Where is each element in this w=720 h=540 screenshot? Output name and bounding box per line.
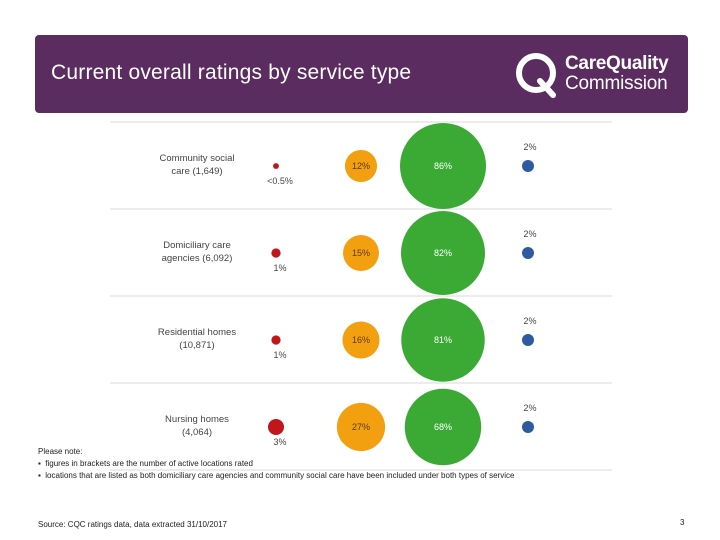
row-label-line1: Nursing homes [165, 414, 229, 425]
source-note: Source: CQC ratings data, data extracted… [38, 520, 228, 529]
bullet-icon: ▪ [38, 459, 46, 468]
bubble-inadequate [271, 248, 281, 258]
bubble-good [401, 211, 485, 295]
cqc-logo: CareQuality Commission [513, 49, 683, 101]
data-label-outstanding: 2% [523, 316, 536, 326]
logo-text-line1: CareQuality [565, 53, 669, 74]
data-label-requires-improvement: 16% [352, 335, 370, 345]
logo-text-line2: Commission [565, 73, 668, 94]
row-label-line1: Community social [160, 153, 235, 164]
bubble-requires-improvement [342, 321, 380, 359]
bubble-requires-improvement [344, 149, 378, 183]
data-label-good: 82% [434, 248, 452, 258]
bubble-good [400, 123, 486, 209]
bubble-inadequate [273, 163, 279, 169]
notes-block: Please note: ▪ figures in brackets are t… [38, 446, 514, 482]
bubble-outstanding [522, 160, 534, 172]
page-title: Current overall ratings by service type [51, 61, 412, 84]
data-label-good: 81% [434, 335, 452, 345]
data-label-requires-improvement: 15% [352, 248, 370, 258]
bubble-good [404, 388, 482, 466]
data-label-outstanding: 2% [523, 142, 536, 152]
notes-heading: Please note: [38, 447, 83, 456]
data-label-inadequate: <0.5% [267, 176, 293, 186]
note-item: ▪ figures in brackets are the number of … [38, 458, 514, 470]
bubble-inadequate [267, 418, 285, 436]
bubble-inadequate [271, 335, 281, 345]
data-label-inadequate: 1% [273, 263, 286, 273]
note-text: figures in brackets are the number of ac… [45, 459, 253, 468]
cqc-q-icon [516, 53, 556, 98]
bubble-outstanding [522, 247, 534, 259]
row-label-line2: (4,064) [182, 427, 212, 438]
row-label-line2: (10,871) [179, 340, 214, 351]
title-banner: Current overall ratings by service type … [35, 35, 688, 113]
bubble-requires-improvement [336, 402, 386, 452]
bubble-requires-improvement [343, 235, 379, 271]
data-label-outstanding: 2% [523, 403, 536, 413]
data-label-good: 86% [434, 161, 452, 171]
row-label-line2: care (1,649) [171, 166, 222, 177]
page-number: 3 [680, 518, 685, 527]
data-label-requires-improvement: 27% [352, 422, 370, 432]
bullet-icon: ▪ [38, 471, 46, 480]
bubble-outstanding [522, 334, 534, 346]
data-label-good: 68% [434, 422, 452, 432]
bubble-outstanding [522, 421, 534, 433]
bubble-good [401, 298, 485, 382]
row-label-line2: agencies (6,092) [162, 253, 233, 264]
note-text: locations that are listed as both domici… [45, 471, 515, 480]
data-label-requires-improvement: 12% [352, 161, 370, 171]
note-item: ▪ locations that are listed as both domi… [38, 470, 514, 482]
data-label-inadequate: 1% [273, 350, 286, 360]
row-label-line1: Residential homes [158, 327, 236, 338]
data-label-inadequate: 3% [273, 437, 286, 447]
row-label-line1: Domiciliary care [163, 240, 231, 251]
data-label-outstanding: 2% [523, 229, 536, 239]
